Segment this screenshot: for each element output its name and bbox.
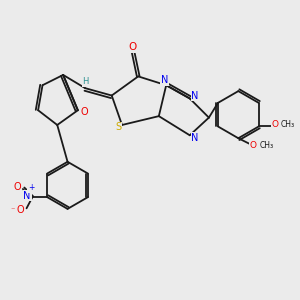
Text: +: +: [28, 183, 34, 192]
Text: O: O: [250, 141, 256, 150]
Text: N: N: [191, 91, 199, 100]
Text: N: N: [191, 133, 199, 143]
Text: S: S: [116, 122, 122, 132]
Text: O: O: [80, 107, 88, 117]
Text: O: O: [13, 182, 21, 192]
Text: CH₃: CH₃: [281, 120, 295, 129]
Text: O: O: [16, 205, 24, 215]
Text: ⁻: ⁻: [10, 205, 15, 214]
Text: CH₃: CH₃: [259, 141, 273, 150]
Text: N: N: [23, 190, 31, 201]
Text: H: H: [82, 77, 89, 86]
Text: O: O: [128, 42, 136, 52]
Text: O: O: [272, 120, 278, 129]
Text: N: N: [161, 75, 168, 85]
